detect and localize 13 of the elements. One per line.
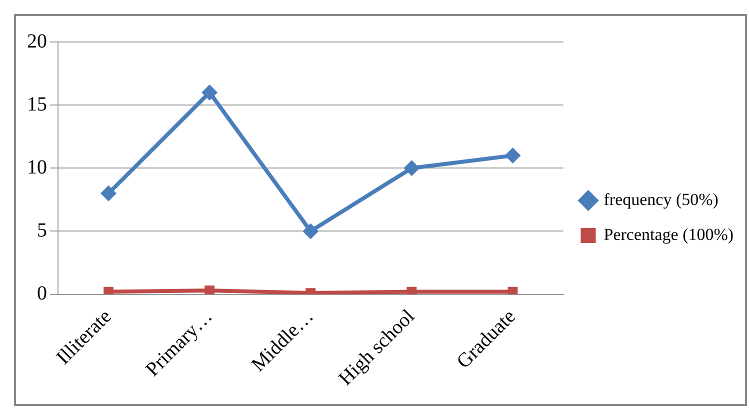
point [204, 286, 215, 294]
point [202, 84, 218, 100]
point [100, 185, 117, 202]
y-tick-label: 0 [37, 282, 47, 305]
legend-label: frequency (50%) [604, 190, 718, 209]
y-tick-label: 15 [27, 93, 47, 116]
legend-label: Percentage (100%) [604, 224, 734, 244]
point [404, 160, 420, 176]
point [504, 148, 521, 164]
point [302, 223, 319, 240]
y-tick-label: 10 [27, 156, 47, 178]
y-tick-label: 5 [37, 219, 47, 242]
y-tick-label: 20 [27, 30, 47, 52]
